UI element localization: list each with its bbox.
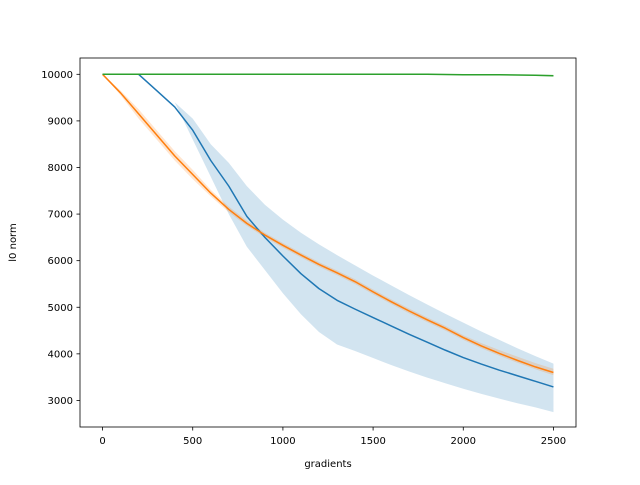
- x-tick-label: 2500: [541, 436, 566, 447]
- x-tick-label: 1000: [270, 436, 295, 447]
- y-tick-label: 3000: [48, 396, 73, 407]
- x-axis-label: gradients: [304, 459, 351, 470]
- series-lines: [102, 73, 554, 388]
- series-1-band: [102, 74, 554, 413]
- series-1-line: [102, 73, 554, 388]
- y-tick-label: 8000: [48, 163, 73, 174]
- x-tick-label: 1500: [360, 436, 385, 447]
- x-tick-label: 500: [183, 436, 202, 447]
- y-tick-label: 7000: [48, 210, 73, 221]
- plot-frame: [79, 57, 577, 428]
- y-tick-label: 5000: [48, 303, 73, 314]
- confidence-bands: [102, 74, 554, 413]
- y-axis-label: l0 norm: [8, 223, 19, 261]
- series-2-line: [102, 73, 554, 374]
- y-tick-label: 9000: [48, 116, 73, 127]
- x-tick-label: 2000: [451, 436, 476, 447]
- x-tick-label: 0: [99, 436, 105, 447]
- y-tick-label: 4000: [48, 349, 73, 360]
- x-axis-ticks: 0 500 1000 1500 2000 2500: [99, 427, 566, 447]
- y-axis-ticks: 3000 4000 5000 6000 7000 8000 9000 10000: [41, 70, 80, 407]
- y-tick-label: 10000: [41, 70, 73, 81]
- series-3-line: [102, 73, 554, 77]
- y-tick-label: 6000: [48, 256, 73, 267]
